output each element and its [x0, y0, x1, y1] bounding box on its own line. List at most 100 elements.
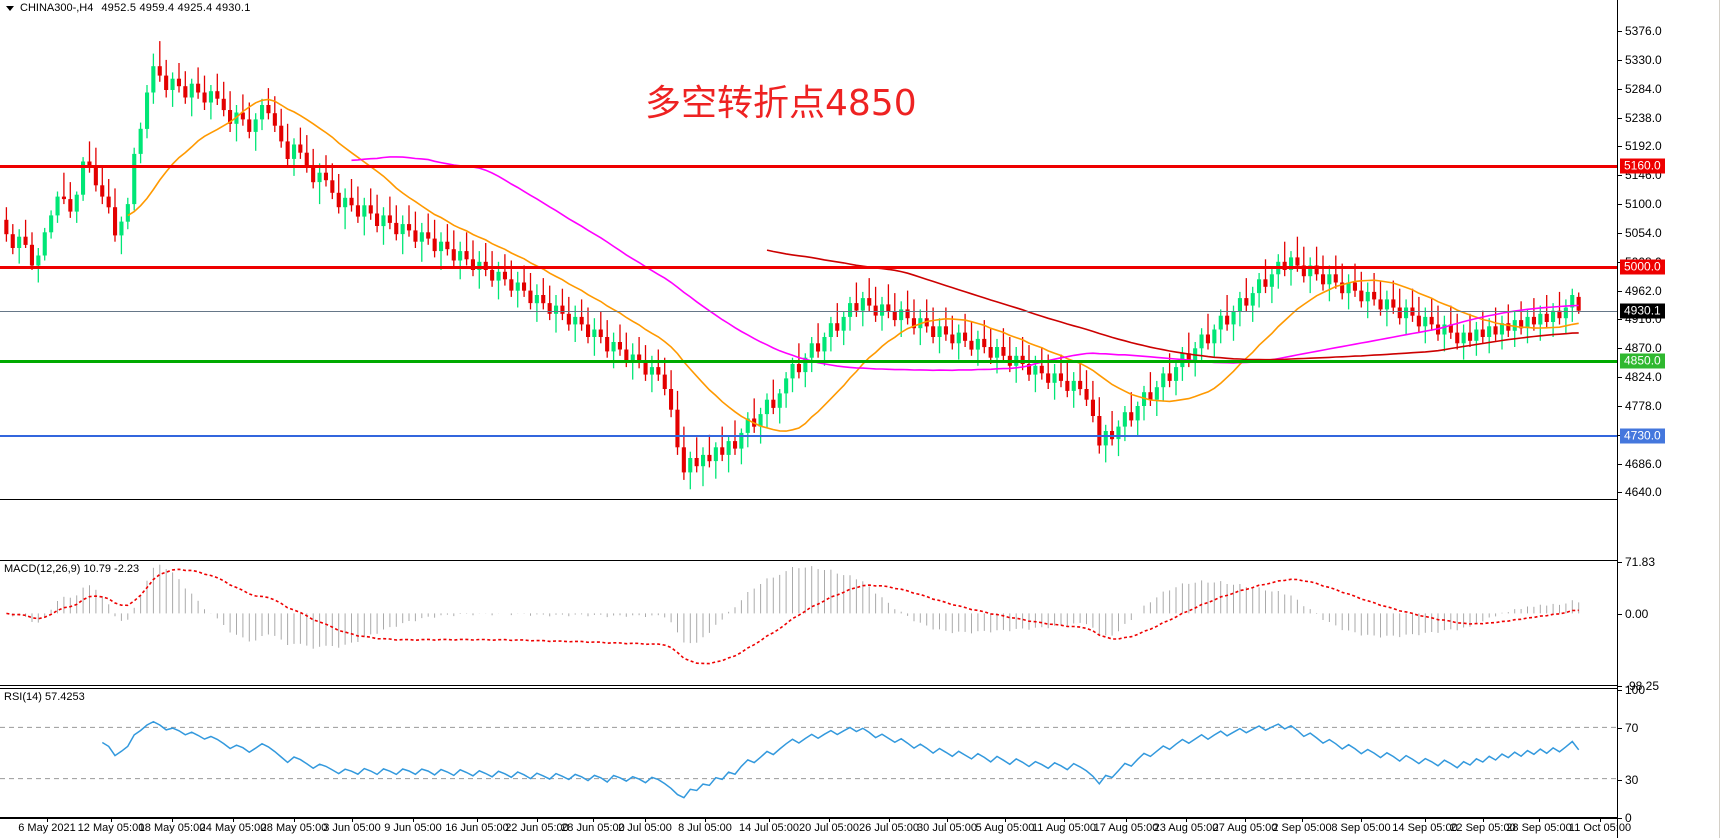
time-axis-label: 8 Jul 05:00 — [678, 822, 732, 834]
current-price-4930-line[interactable] — [0, 310, 1617, 312]
time-axis-label: 24 May 05:00 — [199, 822, 267, 834]
time-axis-tick — [1483, 818, 1484, 822]
price-axis-label: 4686.0 — [1625, 456, 1662, 471]
rsi-plot-area[interactable] — [0, 689, 1617, 817]
candlestick-series — [4, 41, 1581, 490]
time-axis-tick — [1186, 818, 1187, 822]
price-axis-label: 4778.0 — [1625, 398, 1662, 413]
time-axis-tick — [1126, 818, 1127, 822]
time-axis-label: 28 Sep 05:00 — [1506, 822, 1572, 834]
time-axis-label: 22 Sep 05:00 — [1450, 822, 1516, 834]
time-axis-tick — [352, 818, 353, 822]
time-axis-label: 22 Jun 05:00 — [505, 822, 569, 834]
price-axis-label: 4962.0 — [1625, 283, 1662, 298]
price-axis-label: 5100.0 — [1625, 197, 1662, 212]
rsi-axis-label: 100 — [1625, 683, 1646, 697]
support-4850-line[interactable] — [0, 359, 1617, 363]
price-axis-label: 4640.0 — [1625, 485, 1662, 500]
resistance-5160-line[interactable] — [0, 165, 1617, 169]
price-candles-svg — [4, 41, 1581, 490]
price-axis-tick — [1617, 232, 1622, 234]
rsi-axis-label: 70 — [1625, 721, 1639, 736]
price-axis-label: 5330.0 — [1625, 52, 1662, 67]
time-axis-label: 9 Jun 05:00 — [384, 822, 442, 834]
time-axis-label: 3 Jun 05:00 — [323, 822, 381, 834]
price-plot-area[interactable] — [0, 16, 1617, 500]
time-axis-label: 14 Jul 05:00 — [739, 822, 799, 834]
macd-panel[interactable]: MACD(12,26,9) 10.79 -2.23 — [0, 560, 1617, 686]
time-axis-label: 11 Aug 05:00 — [1031, 822, 1097, 834]
time-axis-label: 28 Jun 05:00 — [561, 822, 625, 834]
resistance-5000-line[interactable] — [0, 265, 1617, 269]
price-axis-tick — [1617, 261, 1622, 263]
time-axis-label: 23 Aug 05:00 — [1153, 822, 1219, 834]
current-price-4930-badge[interactable]: 4930.1 — [1620, 303, 1665, 319]
rsi-axis-tick — [1617, 690, 1622, 691]
rsi-panel[interactable]: RSI(14) 57.4253 — [0, 688, 1617, 818]
time-axis-tick — [1245, 818, 1246, 822]
floor-4730-line[interactable] — [0, 435, 1617, 438]
macd-axis-label: 71.83 — [1625, 555, 1656, 569]
price-axis-tick — [1617, 117, 1622, 119]
time-axis-label: 20 Jul 05:00 — [799, 822, 859, 834]
chevron-down-icon[interactable] — [6, 5, 14, 11]
time-axis-tick — [1539, 818, 1540, 822]
macd-axis-label: 0.00 — [1625, 607, 1649, 622]
time-axis[interactable]: 6 May 2021 12 May 05:00 18 May 05:00 24 May… — [0, 818, 1728, 838]
time-axis-tick — [1302, 818, 1303, 822]
rsi-axis-tick — [1617, 818, 1622, 819]
time-axis-tick — [1361, 818, 1362, 822]
time-axis-label: 17 Aug 05:00 — [1093, 822, 1159, 834]
resistance-5160-badge[interactable]: 5160.0 — [1620, 158, 1665, 174]
time-axis-label: 28 May 05:00 — [260, 822, 328, 834]
price-axis-tick — [1617, 31, 1622, 33]
time-axis-tick — [829, 818, 830, 822]
macd-axis-tick — [1617, 562, 1622, 563]
time-axis-label: 12 May 05:00 — [77, 822, 145, 834]
macd-axis-tick — [1617, 614, 1622, 616]
time-axis-label: 2 Sep 05:00 — [1272, 822, 1332, 834]
price-axis-tick — [1617, 59, 1622, 61]
time-axis-label: 14 Sep 05:00 — [1392, 822, 1458, 834]
time-axis-tick — [1064, 818, 1065, 822]
time-axis-label: 30 Jul 05:00 — [917, 822, 977, 834]
ma-mid-line — [351, 156, 1579, 372]
rsi-axis-tick — [1617, 728, 1622, 730]
time-axis-tick — [645, 818, 646, 822]
time-axis-label: 6 May 2021 — [18, 822, 76, 834]
price-axis-label: 5284.0 — [1625, 81, 1662, 96]
price-axis-tick — [1617, 377, 1622, 379]
time-axis-tick — [111, 818, 112, 822]
macd-axis-label: -98.25 — [1625, 679, 1660, 693]
floor-4730-badge[interactable]: 4730.0 — [1620, 428, 1665, 444]
time-axis-tick — [1005, 818, 1006, 822]
price-chart-panel[interactable] — [0, 16, 1617, 500]
time-axis-tick — [769, 818, 770, 822]
resistance-5000-badge[interactable]: 5000.0 — [1620, 259, 1665, 275]
price-axis-tick — [1617, 175, 1622, 177]
time-axis-label: 27 Aug 05:00 — [1212, 822, 1278, 834]
rsi-axis-tick — [1617, 779, 1622, 781]
macd-plot-area[interactable] — [0, 561, 1617, 685]
price-axis-tick — [1617, 88, 1622, 90]
time-axis-tick — [413, 818, 414, 822]
price-axis-label: 5192.0 — [1625, 139, 1662, 154]
rsi-svg — [0, 720, 1617, 799]
ohlc-values-label: 4952.5 4959.4 4925.4 4930.1 — [101, 2, 251, 14]
price-axis-rule — [1617, 0, 1618, 838]
time-axis-tick — [233, 818, 234, 822]
rsi-line — [101, 720, 1580, 799]
chart-annotation-text[interactable]: 多空转折点4850 — [645, 83, 917, 124]
time-axis-label: 2 Jul 05:00 — [618, 822, 672, 834]
time-axis-label: 11 Oct 05:00 — [1568, 822, 1632, 834]
ma-slow-line — [766, 249, 1579, 361]
macd-svg — [6, 564, 1580, 665]
price-axis-label: 5054.0 — [1625, 225, 1662, 240]
time-axis-tick — [593, 818, 594, 822]
support-4850-badge[interactable]: 4850.0 — [1620, 353, 1665, 369]
price-axis-tick — [1617, 319, 1622, 321]
macd-histogram — [12, 564, 1580, 649]
macd-title: MACD(12,26,9) 10.79 -2.23 — [4, 563, 140, 575]
time-axis-label: 18 May 05:00 — [138, 822, 206, 834]
time-axis-tick — [947, 818, 948, 822]
